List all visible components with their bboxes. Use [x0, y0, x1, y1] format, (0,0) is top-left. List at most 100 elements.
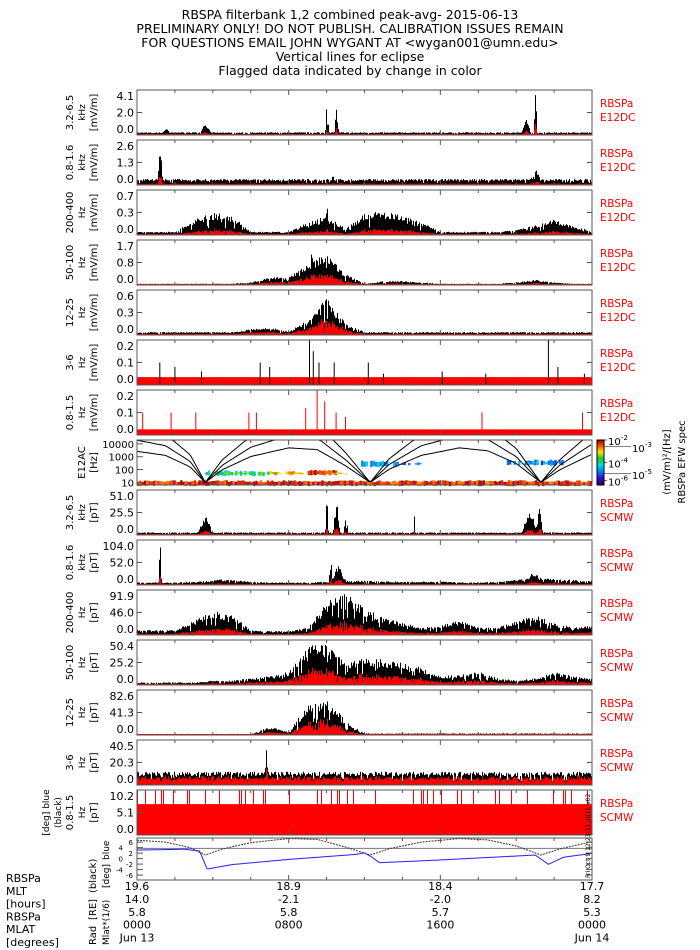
spectral-cell	[444, 480, 447, 486]
spectral-cell	[272, 471, 275, 474]
spectral-cell	[301, 472, 304, 475]
panel-b-3-6.5k: 51.0 25.5 0.0 3.2-6.5 kHz [pT] RBSPa SCMW	[65, 489, 634, 536]
spectral-cell	[364, 481, 367, 486]
spectral-cell	[309, 481, 313, 486]
colorbar-cell	[597, 478, 604, 480]
spectral-cell	[509, 460, 512, 465]
unit-label: [pT]	[89, 552, 100, 572]
y-tick-label: 0	[119, 856, 123, 864]
spectral-cell	[253, 481, 256, 486]
y-tick-label: 0.3	[117, 307, 135, 320]
spectral-cell	[516, 480, 520, 486]
colorbar-cell	[597, 459, 604, 461]
spectral-cell	[305, 480, 308, 486]
y-tick-label: 0.0	[117, 273, 135, 286]
spectral-cell	[294, 472, 297, 475]
spectral-cell	[550, 463, 553, 465]
spectral-cell	[346, 480, 349, 486]
spectral-cell	[361, 460, 364, 467]
spectral-cell	[542, 481, 545, 487]
spectral-cell	[394, 480, 397, 486]
spectral-cell	[162, 481, 165, 486]
spectral-cell	[419, 462, 422, 465]
spectral-cell	[389, 482, 392, 486]
spectral-cell	[250, 481, 254, 486]
spectral-cell	[414, 480, 417, 485]
spectral-cell	[262, 482, 265, 486]
cyclotron-frequency-line	[136, 447, 592, 483]
spectral-cell	[410, 481, 413, 486]
spectral-cell	[316, 471, 319, 475]
spacecraft-label: RBSPa	[600, 598, 633, 610]
spectral-cell	[547, 460, 550, 465]
title-line-3: FOR QUESTIONS EMAIL JOHN WYGANT AT <wyga…	[141, 35, 559, 50]
axis-tick-value: 5.3	[583, 906, 601, 919]
y-tick-label: 2.0	[117, 107, 135, 120]
source-label: SCMW	[600, 762, 634, 774]
colorbar-cell	[597, 452, 604, 454]
cyclotron-frequency-line	[136, 439, 592, 483]
peak-trace	[159, 340, 585, 385]
peak-trace	[137, 299, 592, 335]
y-tick-label: 0.0	[117, 373, 135, 386]
radius-label: Rad	[88, 926, 99, 945]
spectral-cell	[423, 480, 426, 487]
spectral-cell	[371, 482, 374, 486]
spectral-cell	[289, 480, 292, 486]
y-tick-label: 0.0	[117, 423, 135, 436]
spectral-cell	[159, 481, 163, 485]
spectral-cell	[278, 472, 282, 474]
spectral-cell	[460, 481, 463, 486]
spectral-cell	[405, 480, 408, 486]
spectral-cell	[412, 480, 415, 486]
panel-e-0.8-1.6k: 2.6 1.3 0.0 0.8-1.6 kHz [mV/m] RBSPa E12DC	[65, 139, 635, 186]
spectral-cell	[290, 471, 293, 476]
unit-label: Hz	[78, 256, 88, 268]
y-tick-label: 0.0	[117, 573, 135, 586]
colorbar-cell	[597, 464, 604, 466]
spectral-cell	[462, 481, 465, 486]
axis-tick-value: 1600	[426, 919, 454, 932]
spectral-cell	[178, 482, 181, 486]
source-label: SCMW	[600, 562, 634, 574]
spectral-cell	[196, 482, 199, 486]
spectral-cell	[284, 481, 288, 486]
spectral-cell	[382, 482, 385, 486]
spectral-cell	[303, 480, 306, 486]
y-tick-label: 0.0	[117, 123, 135, 136]
y-tick-label: 4	[119, 845, 124, 853]
spectral-cell	[491, 481, 495, 485]
spectral-cell	[554, 459, 557, 466]
unit-label: [Hz]	[89, 452, 100, 473]
spectral-cell	[262, 472, 265, 477]
source-label: SCMW	[600, 512, 634, 524]
spectral-cell	[576, 480, 579, 487]
y-tick-label: 51.0	[110, 490, 135, 503]
spectral-cell	[457, 480, 461, 485]
spectral-cell	[519, 480, 522, 486]
avg-trace	[142, 390, 583, 435]
cyclotron-frequency-line	[137, 439, 591, 483]
spectral-cell	[480, 480, 483, 487]
spectral-cell	[331, 472, 334, 474]
title-line-5: Flagged data indicated by change in colo…	[218, 63, 482, 78]
spectral-cell	[344, 473, 348, 475]
spectral-cell	[551, 481, 554, 486]
spectral-cell	[141, 481, 144, 486]
peak-trace	[137, 505, 592, 535]
y-tick-label: 25.5	[110, 507, 135, 520]
spectral-cell	[292, 471, 295, 475]
spectral-cell	[257, 482, 260, 486]
unit-label: Hz	[78, 406, 88, 418]
panel-frame	[136, 289, 593, 336]
axis-tick-value: -2.1	[278, 893, 299, 906]
spacecraft-label: RBSPa	[600, 698, 633, 710]
spectral-cell	[374, 461, 377, 467]
spectral-cell	[251, 472, 254, 475]
spectral-cell	[314, 480, 317, 485]
colorbar-cell	[597, 448, 604, 450]
colorbar-tick-exp: -3	[645, 441, 652, 449]
y-tick-label: 0.8	[117, 257, 135, 270]
y-tick-label: 91.9	[110, 590, 135, 603]
